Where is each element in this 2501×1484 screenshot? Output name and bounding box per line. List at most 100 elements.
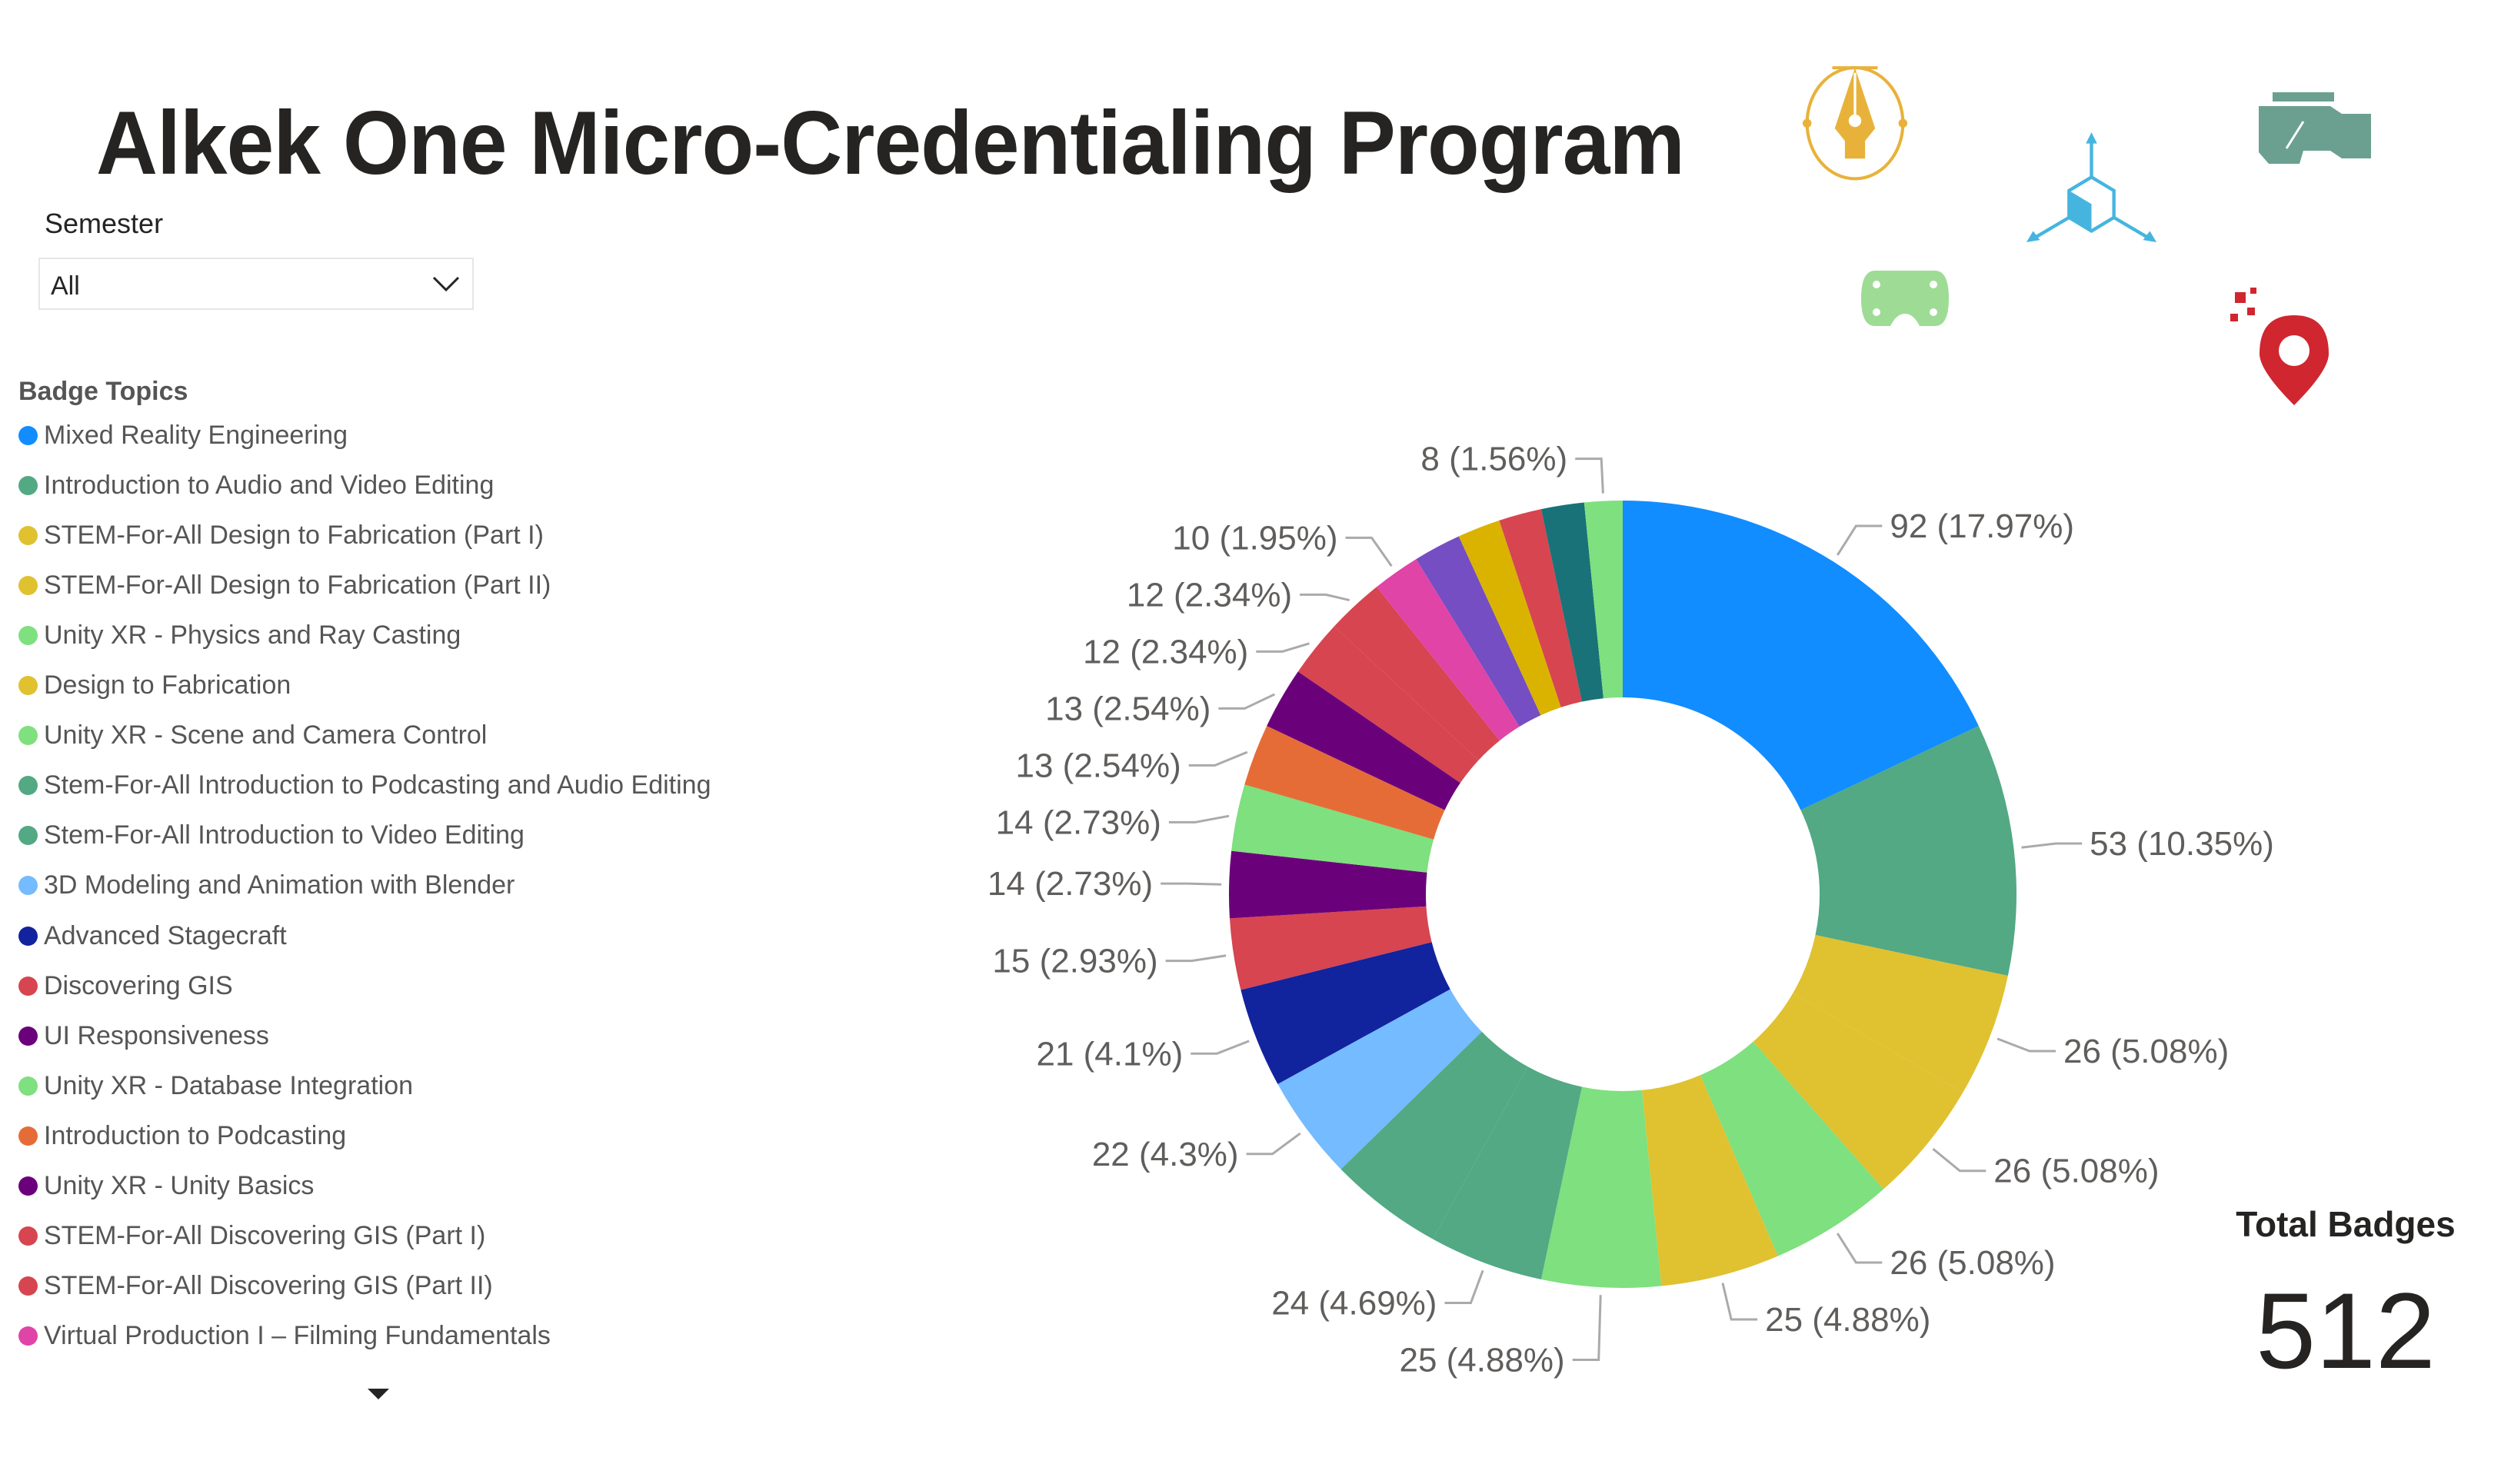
donut-slice[interactable] [1540, 502, 1604, 702]
legend-color-dot-icon [18, 926, 38, 946]
donut-slice[interactable] [1277, 989, 1482, 1170]
legend-item[interactable]: Unity XR - Database Integration [18, 1066, 413, 1105]
legend-color-dot-icon [18, 776, 38, 796]
data-label: 12 (2.34%) [1127, 576, 1292, 614]
data-label: 21 (4.1%) [1036, 1035, 1183, 1073]
label-leader-line [1444, 1269, 1484, 1304]
legend-item[interactable]: Mixed Reality Engineering [18, 416, 348, 454]
legend-item-label: STEM-For-All Discovering GIS (Part II) [44, 1271, 493, 1301]
legend-item-label: Introduction to Audio and Video Editing [44, 470, 495, 500]
vr-headset-icon [1861, 271, 1949, 326]
donut-slice[interactable] [1499, 509, 1582, 707]
donut-slice[interactable] [1458, 520, 1561, 716]
data-label: 53 (10.35%) [2090, 825, 2274, 863]
page-title: Alkek One Micro-Credentialing Program [96, 92, 1685, 193]
legend-color-dot-icon [18, 976, 38, 996]
label-leader-line [1837, 524, 1883, 556]
semester-filter-label: Semester [45, 208, 164, 239]
donut-slice[interactable] [1334, 587, 1500, 760]
data-label: 13 (2.54%) [1045, 690, 1211, 727]
legend-item-label: Unity XR - Physics and Ray Casting [44, 620, 461, 650]
total-badges-value: 512 [2256, 1270, 2436, 1391]
legend-item[interactable]: STEM-For-All Discovering GIS (Part I) [18, 1217, 485, 1256]
legend-item[interactable]: STEM-For-All Discovering GIS (Part II) [18, 1267, 493, 1306]
donut-slice[interactable] [1540, 1086, 1662, 1288]
donut-slice[interactable] [1800, 726, 2016, 977]
legend-item[interactable]: Virtual Production I – Filming Fundament… [18, 1317, 551, 1356]
legend-color-dot-icon [18, 1126, 38, 1146]
legend-item[interactable]: Advanced Stagecraft [18, 917, 287, 955]
legend-color-dot-icon [18, 726, 38, 746]
legend-item[interactable]: UI Responsiveness [18, 1017, 269, 1055]
total-badges-label: Total Badges [2236, 1204, 2456, 1244]
pen-nib-icon [1802, 66, 1908, 181]
legend-color-dot-icon [18, 1076, 38, 1096]
legend-item-label: STEM-For-All Design to Fabrication (Part… [44, 570, 551, 600]
legend-color-dot-icon [18, 425, 38, 445]
legend-item[interactable]: Unity XR - Unity Basics [18, 1167, 314, 1206]
legend-item-label: Stem-For-All Introduction to Podcasting … [44, 770, 711, 800]
data-label: 26 (5.08%) [2063, 1033, 2229, 1070]
data-label: 22 (4.3%) [1092, 1136, 1239, 1173]
chevron-down-icon [432, 276, 460, 292]
donut-slice[interactable] [1267, 671, 1460, 810]
legend-color-dot-icon [18, 575, 38, 595]
legend-color-dot-icon [18, 1226, 38, 1246]
label-leader-line [1721, 1283, 1758, 1321]
semester-dropdown[interactable]: All [38, 258, 474, 310]
donut-slice[interactable] [1377, 559, 1520, 741]
data-label: 13 (2.54%) [1016, 747, 1181, 784]
data-label: 10 (1.95%) [1172, 519, 1337, 557]
donut-slice[interactable] [1753, 993, 1963, 1190]
data-label: 15 (2.93%) [992, 943, 1157, 980]
donut-slice[interactable] [1416, 536, 1541, 727]
cube-axes-icon [2026, 132, 2157, 242]
data-label: 25 (4.88%) [1765, 1301, 1930, 1339]
label-leader-line [1837, 1233, 1883, 1264]
data-label: 26 (5.08%) [1993, 1153, 2159, 1190]
legend-item[interactable]: Introduction to Podcasting [18, 1116, 346, 1155]
legend-item[interactable]: STEM-For-All Design to Fabrication (Part… [18, 566, 551, 604]
legend-item-label: STEM-For-All Discovering GIS (Part I) [44, 1221, 486, 1251]
map-pin-icon [2230, 288, 2329, 405]
label-leader-line [1932, 1147, 1986, 1173]
label-leader-line [1300, 593, 1350, 602]
legend-item-label: Introduction to Podcasting [44, 1120, 347, 1150]
label-leader-line [1572, 1295, 1602, 1361]
donut-slice[interactable] [1244, 726, 1445, 840]
legend-color-dot-icon [18, 1276, 38, 1296]
legend-item[interactable]: Unity XR - Physics and Ray Casting [18, 616, 461, 654]
legend-item-label: 3D Modeling and Animation with Blender [44, 870, 515, 900]
donut-slice[interactable] [1229, 906, 1432, 990]
legend-item[interactable]: Introduction to Audio and Video Editing [18, 466, 494, 504]
donut-slice[interactable] [1297, 626, 1479, 784]
legend-item[interactable]: 3D Modeling and Animation with Blender [18, 867, 515, 905]
donut-slice[interactable] [1793, 935, 2008, 1093]
donut-slice[interactable] [1229, 850, 1427, 919]
donut-slice[interactable] [1584, 501, 1623, 699]
donut-slice[interactable] [1700, 1041, 1884, 1256]
legend-item[interactable]: Stem-For-All Introduction to Podcasting … [18, 767, 711, 805]
legend-color-dot-icon [18, 676, 38, 695]
legend-color-dot-icon [18, 1326, 38, 1346]
data-label: 12 (2.34%) [1083, 633, 1248, 670]
legend-item[interactable]: Design to Fabrication [18, 667, 291, 705]
donut-slice[interactable] [1241, 942, 1450, 1084]
legend-item-label: UI Responsiveness [44, 1020, 269, 1050]
label-leader-line [1161, 882, 1222, 886]
legend-scroll-down-arrow-icon[interactable] [368, 1389, 389, 1399]
legend-item[interactable]: Unity XR - Scene and Camera Control [18, 717, 487, 755]
data-label: 92 (17.97%) [1890, 507, 2074, 545]
label-leader-line [1575, 458, 1604, 494]
label-leader-line [1191, 1040, 1250, 1055]
donut-slice[interactable] [1433, 1066, 1582, 1279]
donut-slice[interactable] [1231, 784, 1434, 873]
donut-slice[interactable] [1642, 1075, 1778, 1286]
legend-item[interactable]: Discovering GIS [18, 967, 233, 1005]
legend-item[interactable]: Stem-For-All Introduction to Video Editi… [18, 817, 525, 855]
donut-slice[interactable] [1623, 501, 1979, 810]
donut-slice[interactable] [1340, 1031, 1528, 1239]
label-leader-line [1345, 536, 1393, 567]
legend-item[interactable]: STEM-For-All Design to Fabrication (Part… [18, 516, 544, 554]
